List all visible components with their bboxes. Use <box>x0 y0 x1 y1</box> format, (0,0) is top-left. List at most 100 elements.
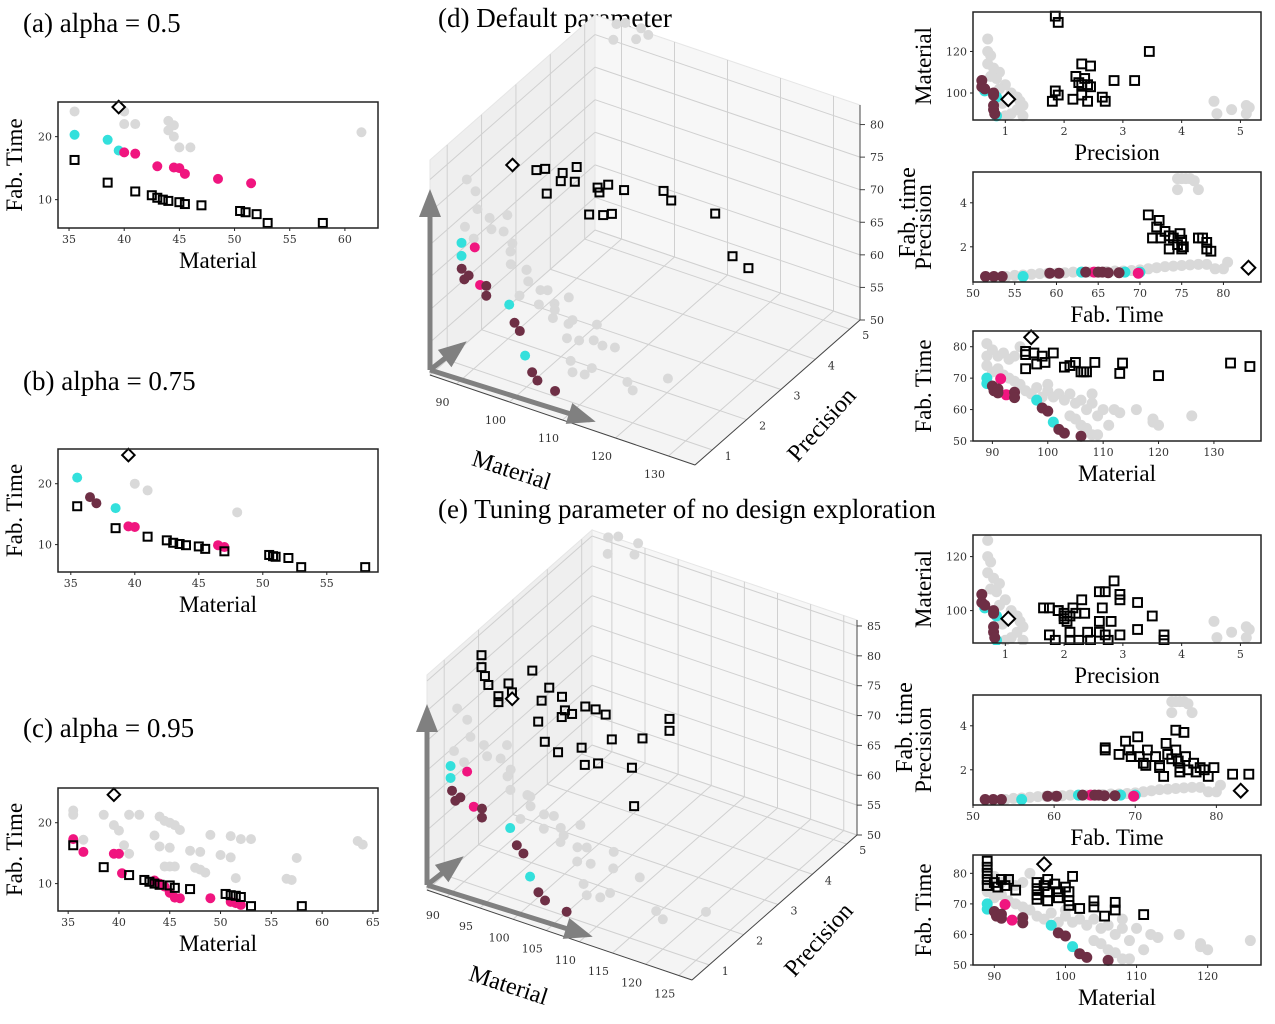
explored-point <box>981 867 993 879</box>
y-tick-label: 20 <box>38 817 52 830</box>
gray-point <box>169 861 180 872</box>
explored-point <box>196 200 207 211</box>
explored-point <box>1085 60 1096 72</box>
gray-point <box>1152 932 1164 943</box>
gray-point <box>1201 258 1213 270</box>
x-tick-label: 40 <box>117 233 131 246</box>
explored-point <box>1099 95 1111 107</box>
explored-point <box>1123 744 1135 756</box>
maroon-point <box>511 840 522 851</box>
explored-point <box>235 891 246 902</box>
explored-point <box>1105 616 1117 627</box>
x-tick-label: 120 <box>591 450 612 463</box>
y-tick-label: 10 <box>38 194 52 207</box>
axis-line <box>429 374 696 466</box>
gray-point <box>547 313 558 324</box>
cyan-point <box>505 823 516 834</box>
z-tick-label: 75 <box>870 151 884 164</box>
gray-point <box>1008 792 1020 804</box>
cyan-point <box>445 760 456 771</box>
explored-point <box>1114 368 1126 379</box>
explored-point <box>590 704 601 715</box>
explored-point <box>1153 370 1164 382</box>
gray-point <box>449 746 459 757</box>
gray-point <box>1130 404 1142 416</box>
plot-area <box>69 99 367 228</box>
gray-point <box>1162 783 1174 795</box>
maroon-point <box>1017 917 1029 929</box>
explored-point <box>1039 357 1051 368</box>
x-tick-label: 55 <box>320 577 334 590</box>
y-tick-label: 3 <box>793 389 800 402</box>
gray-point <box>472 204 483 215</box>
maroon-point <box>989 108 1001 120</box>
arrow-up-head <box>419 189 441 217</box>
y-tick-label: 120 <box>946 45 967 58</box>
explored-point <box>296 901 307 912</box>
gray-point <box>1186 781 1198 793</box>
gray-point <box>1209 263 1221 275</box>
explored-point <box>1003 874 1014 885</box>
explored-point <box>580 701 591 712</box>
plot-area <box>981 328 1256 442</box>
gray-point <box>1017 110 1029 122</box>
gray-point <box>1167 260 1179 272</box>
direction-arrows <box>416 704 593 939</box>
explored-point <box>360 562 371 573</box>
gray-point <box>1074 913 1086 925</box>
z-tick-label: 75 <box>867 680 881 693</box>
gray-point <box>98 809 109 820</box>
cyan-point <box>110 503 121 514</box>
gray-point <box>142 485 153 496</box>
maroon-point <box>518 848 529 859</box>
gray-point <box>1024 904 1036 916</box>
gray-point <box>1024 867 1036 879</box>
maroon-point <box>1081 951 1093 963</box>
gray-point <box>1102 919 1114 931</box>
explored-point <box>533 716 544 727</box>
x-tick-label: 65 <box>366 916 380 929</box>
x-tick-label: 120 <box>621 976 642 989</box>
maroon-point <box>85 492 95 503</box>
magenta-point <box>119 147 130 158</box>
x-tick-label: 50 <box>228 233 242 246</box>
y-axis-label: Material <box>911 550 936 628</box>
y-tick-label: 4 <box>825 874 832 887</box>
axes-frame <box>972 171 1262 283</box>
explored-point <box>1102 634 1114 645</box>
gray-point <box>581 890 592 901</box>
x-tick-label: 45 <box>192 577 206 590</box>
plot-area <box>980 173 1257 282</box>
gray-point <box>1034 268 1046 280</box>
explored-point <box>124 870 135 881</box>
gray-point <box>567 315 578 326</box>
x-tick-label: 100 <box>1055 970 1076 983</box>
explored-point <box>743 263 754 274</box>
explored-point <box>1178 727 1190 738</box>
gray-point <box>225 831 236 842</box>
x-tick-label: 125 <box>654 988 675 1001</box>
gray-point <box>1145 785 1157 797</box>
explored-point <box>493 697 504 708</box>
gray-point <box>185 845 196 856</box>
gray-point <box>1186 707 1198 719</box>
gray-point <box>1103 419 1115 431</box>
explored-point <box>230 890 241 901</box>
gray-point <box>1138 944 1150 956</box>
gray-point <box>507 238 518 249</box>
gray-point <box>613 531 624 542</box>
gray-point <box>130 119 141 130</box>
gray-point <box>608 863 619 874</box>
x-tick-label: 75 <box>1175 287 1189 300</box>
maroon-point <box>1053 267 1065 279</box>
arrow-depth-head <box>434 856 464 883</box>
x-tick-label: 65 <box>1091 287 1105 300</box>
cyan-point <box>1067 941 1079 953</box>
gray-point <box>291 853 302 864</box>
panel-c-title: (c) alpha = 0.95 <box>23 713 195 743</box>
reference-point <box>111 99 127 115</box>
gray-point <box>605 887 616 898</box>
gray-point <box>1086 388 1098 400</box>
